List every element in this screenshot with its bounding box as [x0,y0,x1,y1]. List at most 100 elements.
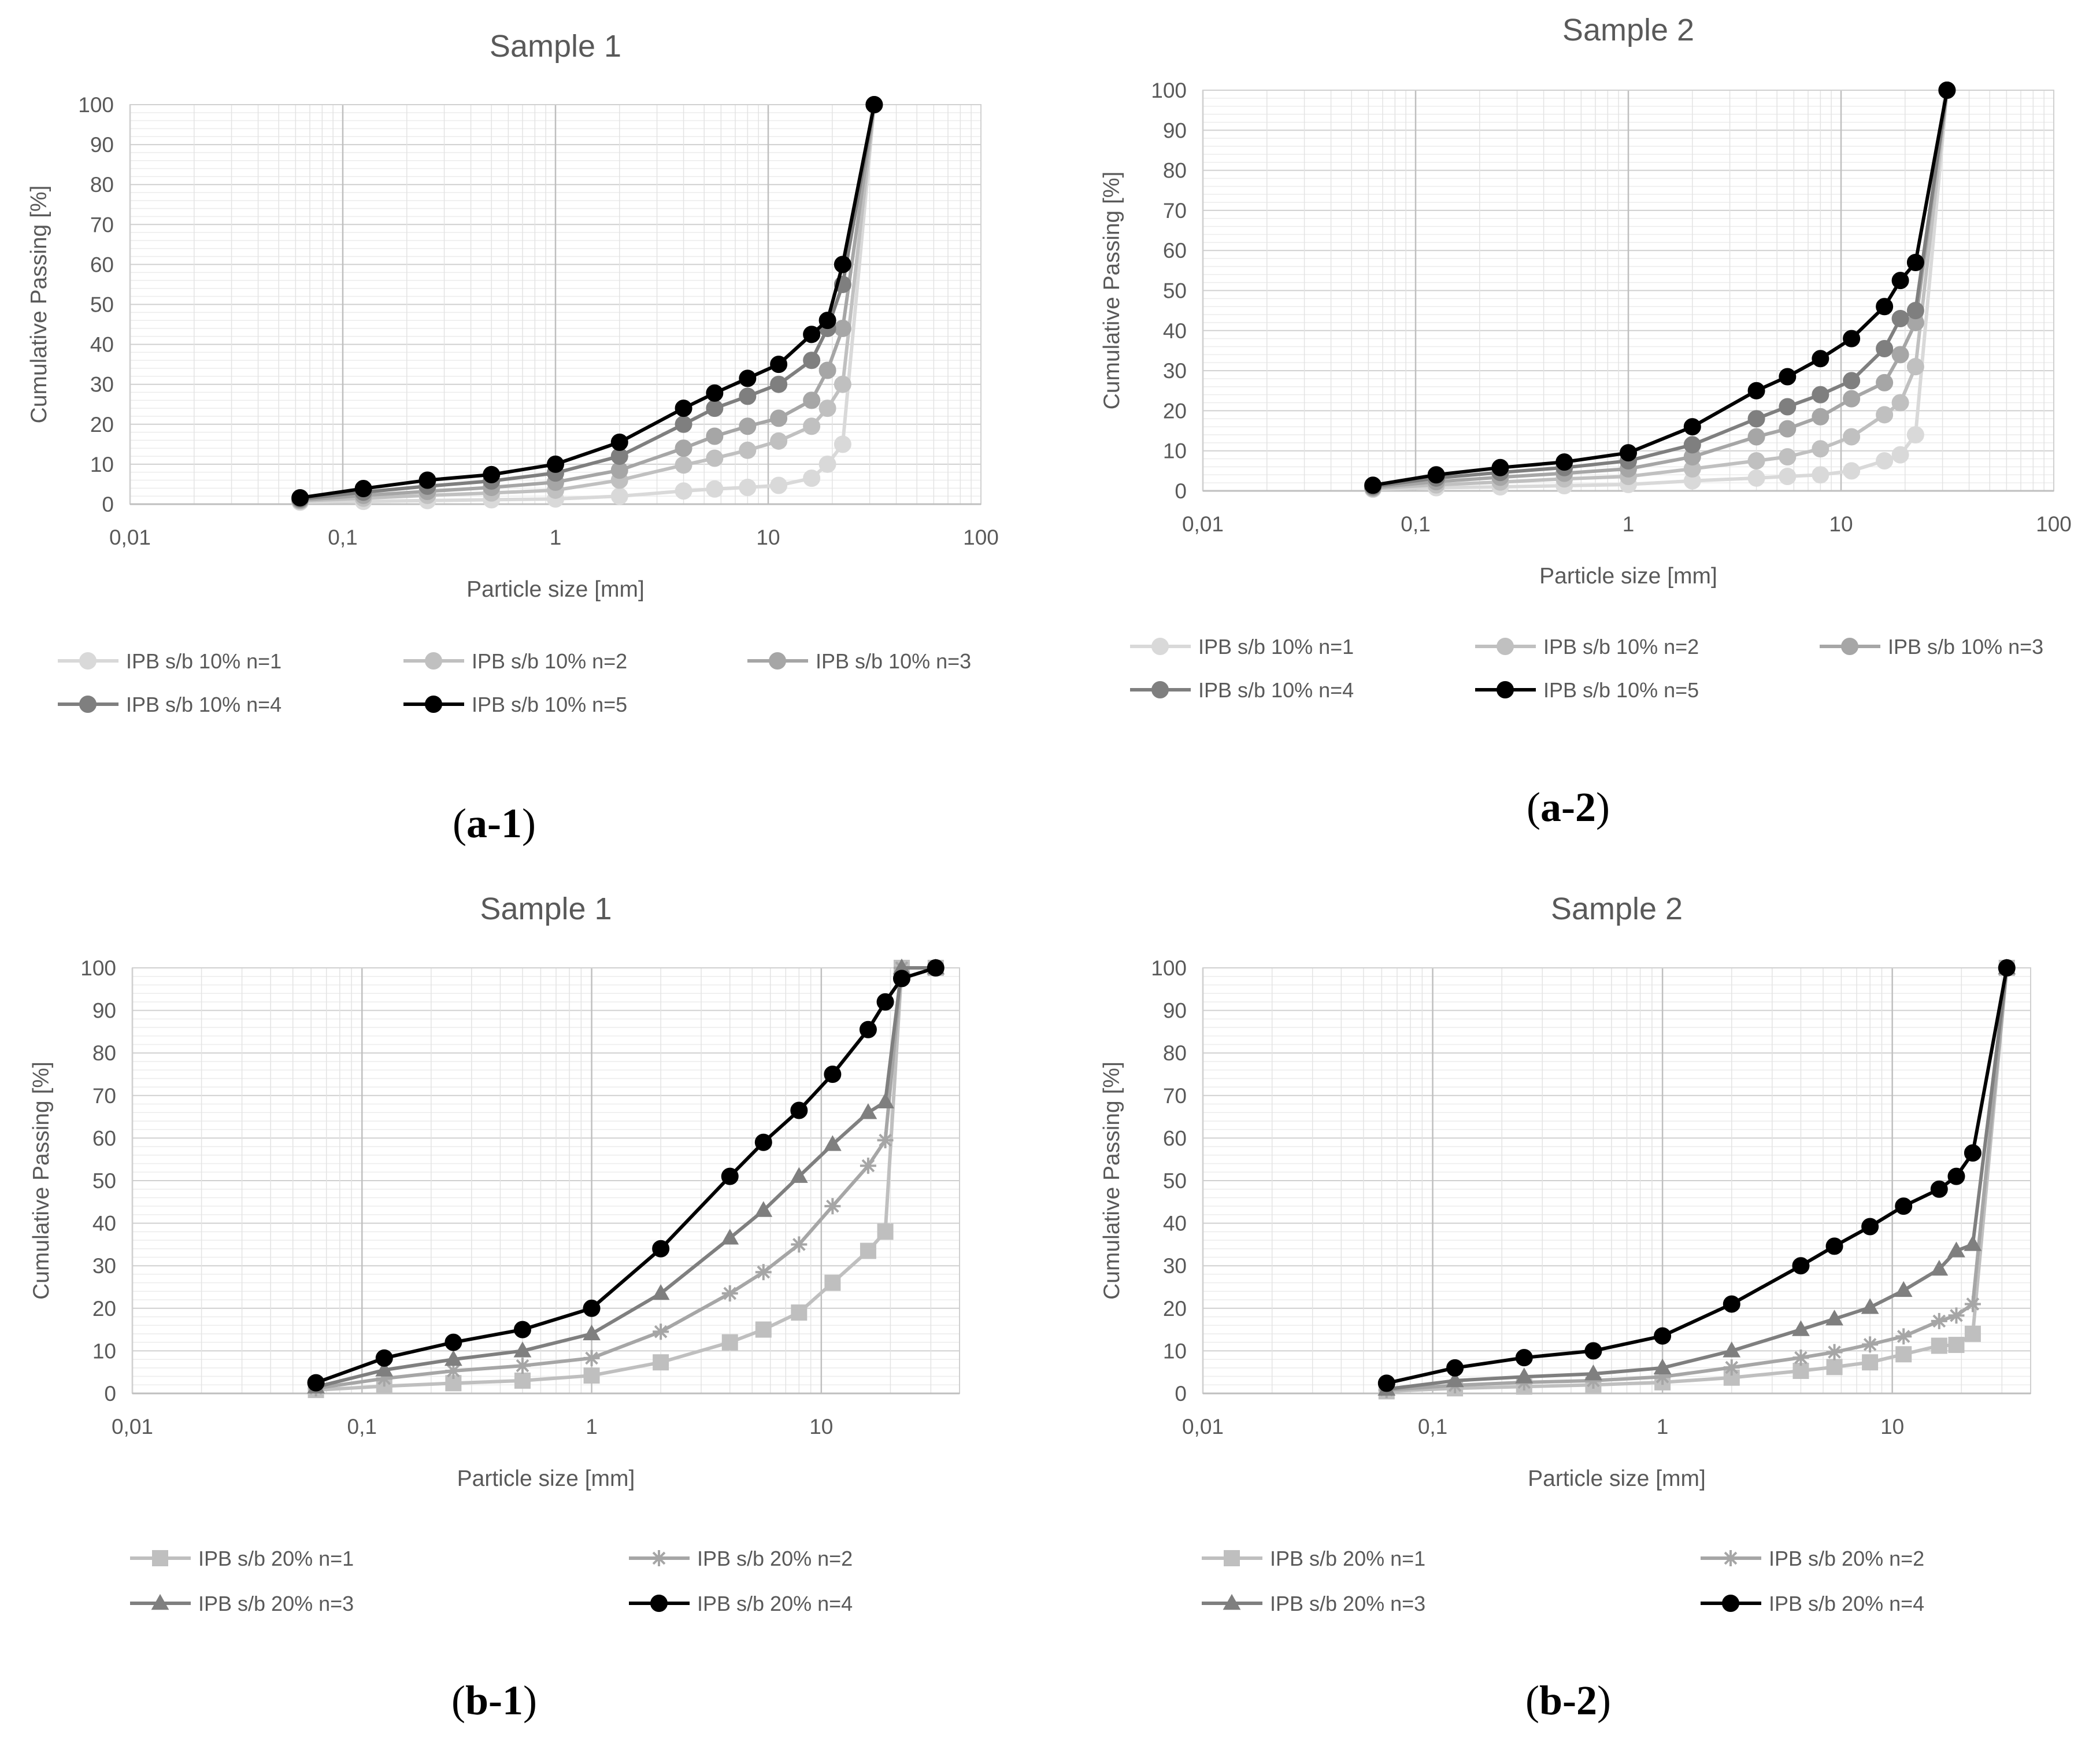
data-point [755,1321,772,1338]
data-point [1825,1237,1843,1255]
data-point [1812,386,1829,404]
series-3 [1364,82,1956,497]
data-point [818,455,836,473]
data-point [1779,468,1797,486]
data-point [1723,1341,1741,1358]
x-axis-label: Particle size [mm] [1539,564,1717,589]
legend-marker [425,652,442,670]
data-point [418,471,436,489]
data-point [1792,1349,1809,1366]
y-tick-label: 30 [1163,1254,1187,1278]
data-point [1584,1364,1602,1381]
data-point [754,1201,773,1217]
data-point [1948,1307,1965,1324]
data-point [1895,1346,1912,1363]
data-point [651,1284,670,1300]
x-tick-label: 10 [809,1415,833,1439]
legend-label: IPB s/b 10% n=5 [1543,678,1699,702]
data-point [721,1285,738,1302]
data-point [1843,390,1861,408]
chart-panel-a-2: 0 10 20 30 40 50 60 70 80 90 100 0,01 0,1 1 10 100 Sampl… [1099,13,2072,830]
data-point [1891,310,1909,328]
panel-caption: (b-1) [451,1677,537,1724]
data-point [1964,1296,1981,1312]
data-point [1555,453,1573,471]
data-point [483,465,501,483]
legend-marker [151,1593,169,1610]
legend-marker [1151,638,1169,655]
legend-marker [650,1595,668,1612]
y-tick-label: 50 [1163,1169,1187,1193]
series-3 [307,958,945,1394]
data-point [1895,1197,1913,1215]
data-point [1377,1374,1395,1392]
series-5 [291,96,883,506]
legend-item: IPB s/b 20% n=2 [629,1547,853,1570]
data-point [721,1334,738,1351]
data-point [610,487,628,505]
data-point [865,96,883,113]
panel-caption: (b-2) [1525,1677,1611,1724]
y-tick-label: 40 [90,333,114,357]
x-axis-label: Particle size [mm] [457,1466,635,1491]
legend-marker [651,1550,667,1566]
chart-title: Sample 2 [1562,13,1694,47]
legend-item: IPB s/b 20% n=2 [1701,1547,1924,1570]
data-point [307,1374,325,1392]
data-point [1779,420,1797,438]
x-tick-label: 0,01 [112,1415,153,1439]
legend-label: IPB s/b 10% n=2 [472,649,627,673]
y-tick-label: 10 [92,1339,116,1363]
data-point [1876,374,1894,391]
y-tick-label: 10 [1163,1339,1187,1363]
data-point [1654,1327,1672,1345]
data-point [876,1092,894,1109]
data-point [1906,253,1924,271]
legend-item: IPB s/b 10% n=2 [403,649,627,673]
data-point [739,417,757,435]
y-tick-label: 10 [90,453,114,476]
data-point [791,1304,808,1321]
data-point [652,1240,670,1258]
panel-caption: (a-1) [453,800,536,846]
legend-marker [1723,1550,1739,1566]
y-tick-label: 100 [78,93,114,117]
legend: IPB s/b 20% n=1 IPB s/b 20% n=2 IPB s/b 20… [130,1547,853,1615]
x-tick-label: 100 [963,526,999,549]
data-point [1683,418,1701,436]
legend-item: IPB s/b 20% n=3 [130,1592,354,1615]
data-point [790,1101,808,1119]
legend: IPB s/b 10% n=1 IPB s/b 10% n=2 IPB s/b 10… [58,649,971,716]
data-point [513,1321,531,1338]
x-tick-label: 0,01 [1182,512,1224,536]
legend-label: IPB s/b 10% n=1 [126,649,282,673]
data-point [859,1020,877,1038]
y-tick-label: 60 [1163,1126,1187,1150]
x-tick-label: 1 [586,1415,598,1439]
data-point [770,375,788,393]
data-point [834,256,851,273]
legend-marker [769,652,786,670]
legend-marker [79,652,97,670]
data-point [1826,1344,1843,1360]
data-point [354,480,372,498]
series-4 [1377,959,2016,1392]
data-point [1792,1257,1810,1275]
y-tick-label: 20 [1163,399,1187,423]
legend-item: IPB s/b 10% n=3 [1820,635,2043,659]
data-point [1964,1325,1981,1342]
legend-marker [425,696,442,713]
data-point [513,1341,532,1358]
data-point [444,1350,462,1366]
data-point [892,970,910,988]
data-point [706,480,724,498]
data-point [755,1264,772,1281]
y-tick-label: 20 [1163,1297,1187,1321]
data-point [1620,444,1637,462]
legend-item: IPB s/b 20% n=3 [1202,1592,1425,1615]
legend-label: IPB s/b 10% n=4 [1198,678,1354,702]
y-tick-label: 30 [90,373,114,397]
x-tick-label: 10 [1880,1415,1904,1439]
legend-item: IPB s/b 10% n=1 [1130,635,1354,659]
y-tick-label: 10 [1163,439,1187,463]
